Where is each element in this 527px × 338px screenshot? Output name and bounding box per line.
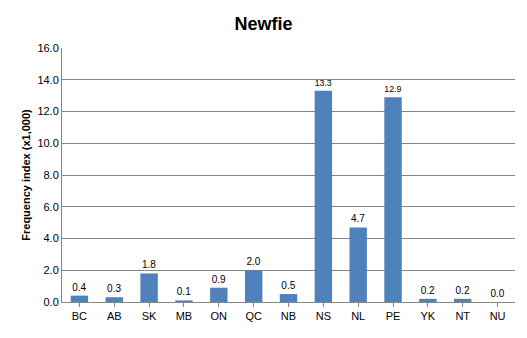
svg-text:NB: NB [281, 310, 296, 322]
svg-text:NL: NL [351, 310, 365, 322]
svg-text:AB: AB [107, 310, 122, 322]
svg-text:2.0: 2.0 [246, 256, 260, 267]
svg-text:12.0: 12.0 [37, 105, 58, 117]
svg-text:16.0: 16.0 [37, 42, 58, 54]
svg-text:0.0: 0.0 [490, 288, 504, 299]
svg-text:14.0: 14.0 [37, 74, 58, 86]
svg-text:6.0: 6.0 [44, 201, 59, 213]
svg-text:0.2: 0.2 [456, 285, 470, 296]
svg-text:1.8: 1.8 [142, 259, 156, 270]
svg-text:Frequency index (x1,000): Frequency index (x1,000) [20, 109, 32, 241]
svg-text:0.1: 0.1 [177, 286, 191, 297]
svg-text:8.0: 8.0 [44, 169, 59, 181]
svg-text:10.0: 10.0 [37, 137, 58, 149]
svg-text:0.4: 0.4 [72, 282, 86, 293]
svg-text:MB: MB [176, 310, 193, 322]
svg-text:4.0: 4.0 [44, 232, 59, 244]
svg-text:NS: NS [316, 310, 331, 322]
svg-text:0.0: 0.0 [44, 296, 59, 308]
svg-text:NU: NU [490, 310, 506, 322]
svg-text:13.3: 13.3 [315, 78, 332, 88]
svg-text:0.5: 0.5 [281, 280, 295, 291]
svg-text:0.3: 0.3 [107, 283, 121, 294]
svg-text:NT: NT [455, 310, 470, 322]
svg-text:BC: BC [72, 310, 87, 322]
svg-text:0.2: 0.2 [421, 285, 435, 296]
svg-text:PE: PE [386, 310, 401, 322]
svg-text:0.9: 0.9 [212, 274, 226, 285]
svg-text:Newfie: Newfie [234, 14, 292, 34]
svg-text:QC: QC [245, 310, 262, 322]
svg-text:4.7: 4.7 [351, 213, 365, 224]
svg-text:12.9: 12.9 [384, 84, 401, 94]
svg-text:SK: SK [142, 310, 157, 322]
svg-text:ON: ON [211, 310, 228, 322]
svg-text:YK: YK [421, 310, 436, 322]
svg-text:2.0: 2.0 [44, 264, 59, 276]
